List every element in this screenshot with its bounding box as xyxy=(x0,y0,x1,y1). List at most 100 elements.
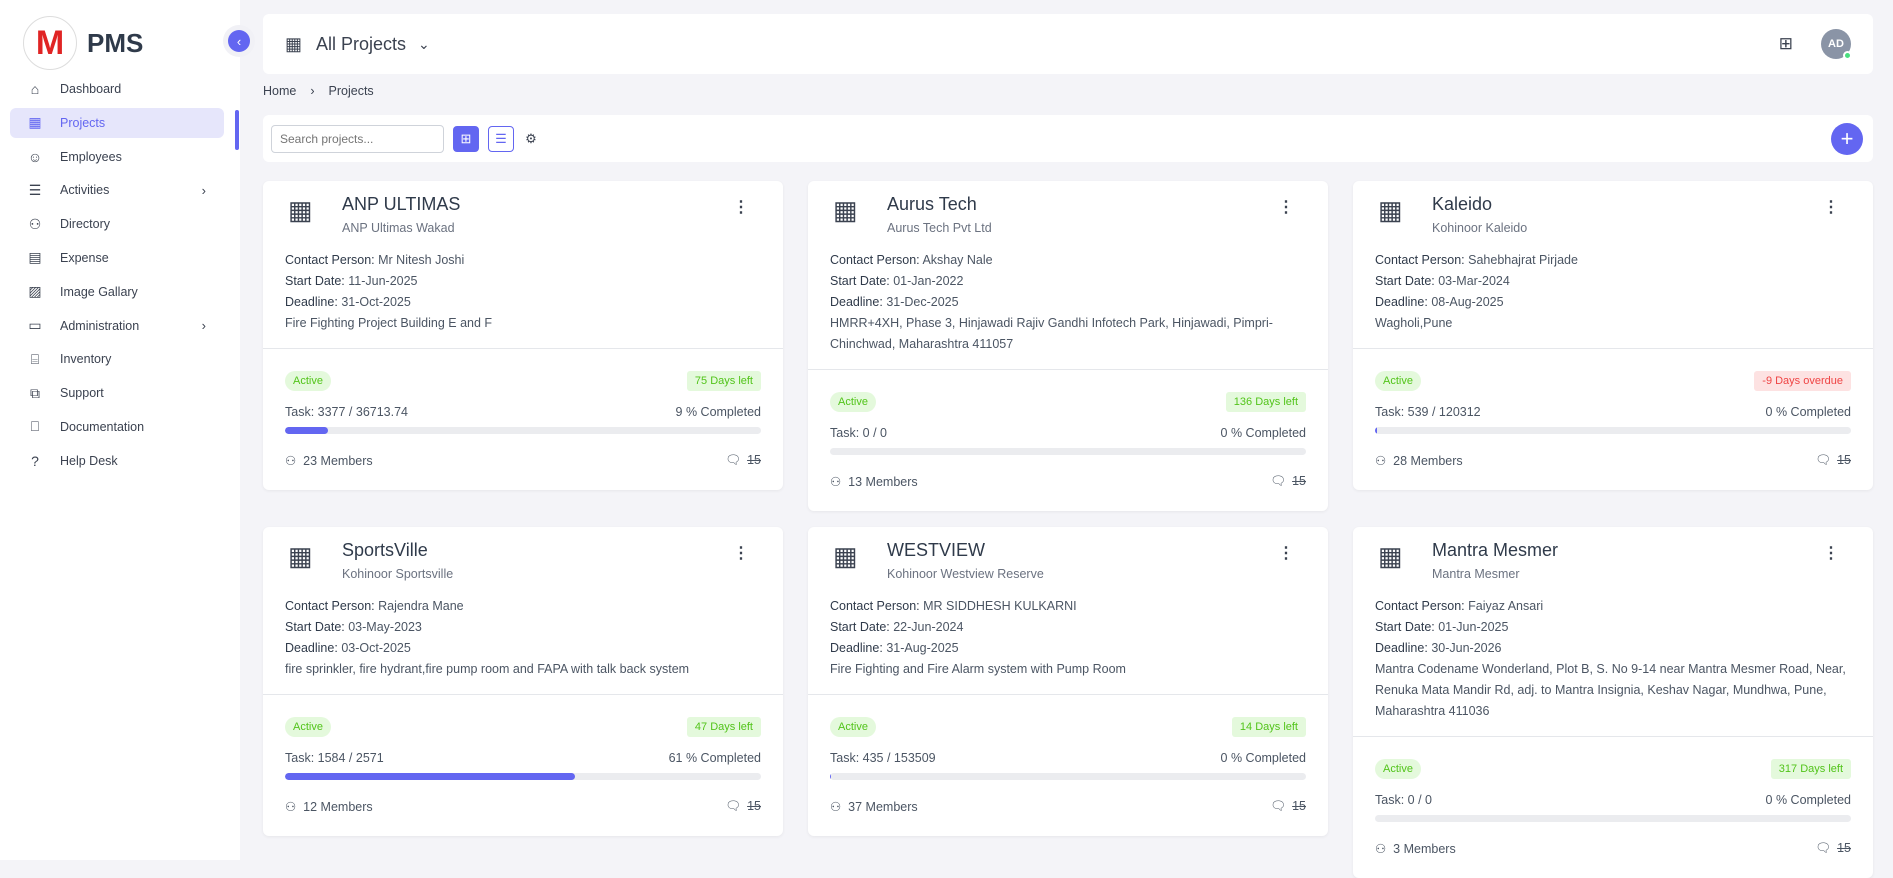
sidebar-item-inventory[interactable]: ⌸ Inventory xyxy=(10,344,224,374)
project-name[interactable]: SportsVille xyxy=(342,540,428,560)
project-address: fire sprinkler, fire hydrant,fire pump r… xyxy=(285,662,690,676)
days-left-badge: 75 Days left xyxy=(686,371,761,391)
deadline: Deadline: 31-Aug-2025 xyxy=(830,641,959,655)
contact-person: Contact Person: Akshay Nale xyxy=(830,253,993,267)
more-options-icon[interactable]: ⋮ xyxy=(1278,545,1294,562)
avatar[interactable]: AD xyxy=(1821,29,1852,60)
contact-person: Contact Person: MR SIDDHESH KULKARNI xyxy=(830,599,1077,613)
project-card[interactable]: ▦ WESTVIEW Kohinoor Westview Reserve ⋮ Co… xyxy=(808,527,1328,836)
sidebar-item-activities[interactable]: ☰ Activities › xyxy=(10,175,224,205)
question-icon: ? xyxy=(31,452,39,469)
sidebar-item-expense[interactable]: ▤ Expense xyxy=(10,243,224,273)
status-badge: Active xyxy=(1375,759,1421,779)
sidebar-item-label: Directory xyxy=(60,217,111,232)
project-name[interactable]: Mantra Mesmer xyxy=(1432,540,1559,560)
sidebar-item-label: Documentation xyxy=(60,419,145,434)
building-icon: ▦ xyxy=(833,195,858,225)
list-view-button[interactable]: ☰ xyxy=(488,125,514,152)
more-options-icon[interactable]: ⋮ xyxy=(733,545,749,562)
members-count[interactable]: ⚇ 3 Members xyxy=(1375,842,1456,856)
sidebar-item-documentation[interactable]: ⎕ Documentation xyxy=(10,412,224,442)
grid-view-button[interactable]: ⊞ xyxy=(453,125,479,152)
members-count[interactable]: ⚇ 12 Members xyxy=(285,800,373,814)
progress-bar xyxy=(830,448,1306,455)
members-count[interactable]: ⚇ 37 Members xyxy=(830,800,918,814)
project-name[interactable]: Aurus Tech xyxy=(887,194,977,214)
sidebar-item-support[interactable]: ⧉ Support xyxy=(10,378,224,408)
days-left-badge: 317 Days left xyxy=(1770,759,1851,779)
members-count[interactable]: ⚇ 13 Members xyxy=(830,475,918,489)
status-badge: Active xyxy=(1375,371,1421,391)
project-name[interactable]: WESTVIEW xyxy=(887,540,985,560)
completion-percent: 0 % Completed xyxy=(1765,405,1851,419)
members-count[interactable]: ⚇ 23 Members xyxy=(285,454,373,468)
users-icon: ⚇ xyxy=(830,475,842,489)
project-address: Mantra Codename Wonderland, Plot B, S. N… xyxy=(1375,662,1846,718)
more-options-icon[interactable]: ⋮ xyxy=(1278,199,1294,216)
comments-count[interactable]: 🗨 15 xyxy=(1270,474,1306,488)
users-icon: ⚇ xyxy=(830,800,842,814)
project-name[interactable]: ANP ULTIMAS xyxy=(342,194,461,214)
progress-bar xyxy=(1375,815,1851,822)
project-card[interactable]: ▦ Mantra Mesmer Mantra Mesmer ⋮ Contact P… xyxy=(1353,527,1873,878)
comments-count[interactable]: 🗨 15 xyxy=(725,799,761,813)
comments-count[interactable]: 🗨 15 xyxy=(1815,453,1851,467)
completion-percent: 0 % Completed xyxy=(1765,793,1851,807)
start-date: Start Date: 01-Jun-2025 xyxy=(1375,620,1509,634)
users-icon: ⚇ xyxy=(1375,454,1387,468)
days-left-badge: 14 Days left xyxy=(1231,717,1306,737)
deadline: Deadline: 31-Dec-2025 xyxy=(830,295,959,309)
status-badge: Active xyxy=(285,717,331,737)
breadcrumb-home[interactable]: Home xyxy=(263,84,297,98)
sidebar-nav: ⌂ Dashboard ▦ Projects ☺ Employees ☰ Activities… xyxy=(10,74,224,480)
more-options-icon[interactable]: ⋮ xyxy=(1823,545,1839,562)
logo[interactable]: M PMS xyxy=(23,16,143,70)
start-date: Start Date: 03-Mar-2024 xyxy=(1375,274,1510,288)
collapse-sidebar-button[interactable]: ‹ xyxy=(228,30,250,52)
search-input[interactable] xyxy=(271,124,444,153)
add-project-button[interactable]: + xyxy=(1831,122,1863,155)
days-left-badge: 47 Days left xyxy=(686,717,761,737)
more-options-icon[interactable]: ⋮ xyxy=(733,199,749,216)
sidebar-item-help-desk[interactable]: ? Help Desk xyxy=(10,446,224,476)
project-subtitle: Mantra Mesmer xyxy=(1432,567,1520,581)
members-count[interactable]: ⚇ 28 Members xyxy=(1375,454,1463,468)
sidebar-item-label: Administration xyxy=(60,318,140,333)
sidebar-item-projects[interactable]: ▦ Projects xyxy=(10,107,224,138)
project-card[interactable]: ▦ Aurus Tech Aurus Tech Pvt Ltd ⋮ Contact… xyxy=(808,181,1328,511)
deadline: Deadline: 31-Oct-2025 xyxy=(285,295,411,309)
comments-count[interactable]: 🗨 15 xyxy=(1270,799,1306,813)
apps-grid-icon[interactable]: ⊞ xyxy=(1778,34,1793,53)
comments-count[interactable]: 🗨 15 xyxy=(1815,841,1851,855)
project-name[interactable]: Kaleido xyxy=(1432,194,1493,214)
building-icon: ▦ xyxy=(288,195,313,225)
sidebar-item-label: Dashboard xyxy=(60,82,122,96)
users-icon: ⚇ xyxy=(1375,842,1387,856)
task-count: Task: 1584 / 2571 xyxy=(285,751,384,765)
sidebar-item-label: Expense xyxy=(60,250,109,265)
project-selector[interactable]: All Projects xyxy=(316,33,407,54)
days-left-badge: -9 Days overdue xyxy=(1754,371,1851,391)
chevron-down-icon[interactable]: ⌄ xyxy=(418,35,430,52)
status-badge: Active xyxy=(830,392,876,412)
sidebar: M PMS ⌂ Dashboard ▦ Projects ☺ Employees ☰ Acti… xyxy=(0,0,240,860)
comment-icon: 🗨 xyxy=(1815,453,1832,467)
project-card[interactable]: ▦ SportsVille Kohinoor Sportsville ⋮ Cont… xyxy=(263,527,783,836)
progress-bar xyxy=(830,773,1306,780)
sidebar-item-directory[interactable]: ⚇ Directory xyxy=(10,209,224,239)
sidebar-item-label: Help Desk xyxy=(60,453,118,468)
contact-person: Contact Person: Rajendra Mane xyxy=(285,599,464,613)
sidebar-item-administration[interactable]: ▭ Administration › xyxy=(10,311,224,341)
app-name: PMS xyxy=(87,27,144,58)
sidebar-item-image-gallary[interactable]: ▨ Image Gallary xyxy=(10,277,224,307)
project-card[interactable]: ▦ ANP ULTIMAS ANP Ultimas Wakad ⋮ Contact… xyxy=(263,181,783,490)
comments-count[interactable]: 🗨 15 xyxy=(725,453,761,467)
project-card[interactable]: ▦ Kaleido Kohinoor Kaleido ⋮ Contact Pers… xyxy=(1353,181,1873,490)
top-header: ▦ All Projects ⌄ ⊞ AD xyxy=(263,14,1873,74)
sidebar-item-label: Inventory xyxy=(60,352,112,367)
sidebar-item-employees[interactable]: ☺ Employees xyxy=(10,142,224,172)
sidebar-item-dashboard[interactable]: ⌂ Dashboard xyxy=(10,74,224,104)
more-options-icon[interactable]: ⋮ xyxy=(1823,199,1839,216)
completion-percent: 61 % Completed xyxy=(668,751,761,765)
filter-sliders-icon[interactable]: ⚙ xyxy=(525,130,537,146)
